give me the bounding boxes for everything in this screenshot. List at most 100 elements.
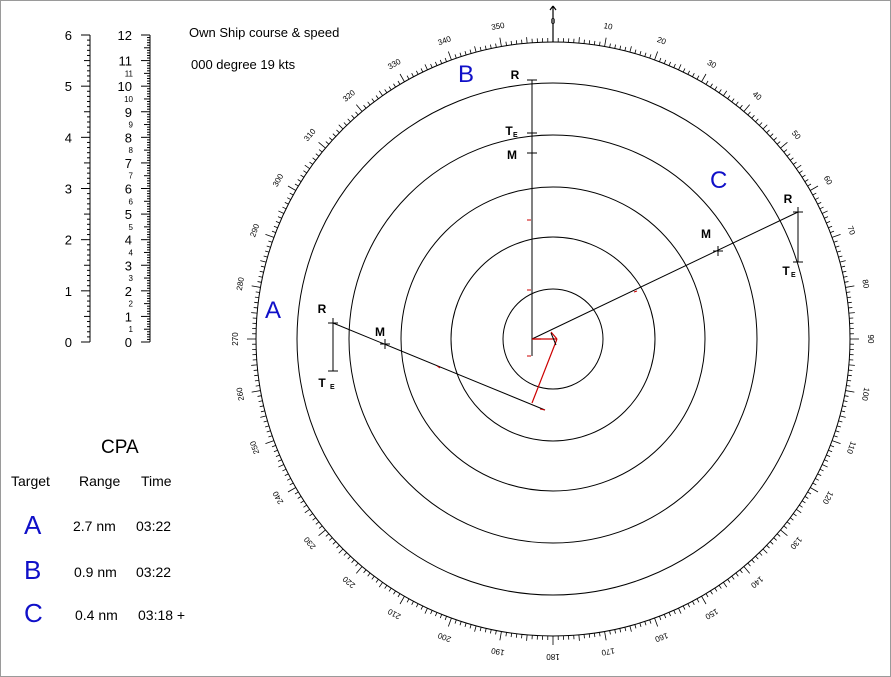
bearing-tick — [759, 122, 763, 126]
bearing-label: 70 — [845, 225, 857, 237]
bearing-tick — [356, 104, 363, 112]
bearing-tick — [692, 73, 695, 77]
bearing-tick — [265, 250, 270, 253]
cpa-range-b: 0.9 nm — [74, 564, 117, 580]
bearing-tick — [336, 545, 340, 549]
bearing-tick — [397, 80, 401, 85]
cpa-title: CPA — [101, 437, 139, 458]
bearing-tick — [304, 164, 310, 169]
range-ring — [296, 82, 810, 596]
bearing-tick — [830, 230, 835, 233]
bearing-tick — [604, 37, 607, 47]
bearing-tick — [759, 552, 763, 556]
bearing-tick — [619, 45, 622, 50]
bearing-tick — [464, 51, 467, 56]
left-scale-label: 0 — [65, 335, 72, 350]
bearing-tick — [831, 233, 841, 238]
bearing-tick — [835, 430, 840, 433]
bearing-tick — [783, 525, 788, 529]
bearing-tick — [727, 95, 731, 99]
target-b-te-label: T — [505, 124, 513, 138]
range-ring — [348, 134, 758, 544]
bearing-tick — [793, 161, 797, 165]
bearing-tick — [838, 255, 843, 258]
bearing-tick — [663, 59, 667, 64]
bearing-tick — [447, 617, 452, 627]
bearing-tick — [505, 632, 507, 637]
right-scale-minor-label: 4 — [129, 248, 134, 257]
bearing-tick — [624, 627, 627, 632]
bearing-tick — [258, 276, 263, 278]
target-a-te-sub: E — [330, 384, 335, 391]
bearing-tick — [275, 221, 280, 224]
bearing-tick — [265, 233, 275, 238]
bearing-tick — [639, 51, 642, 56]
bearing-tick — [727, 579, 731, 583]
bearing-tick — [287, 185, 296, 191]
bearing-tick — [495, 630, 497, 635]
bearing-tick — [817, 201, 822, 205]
bearing-tick — [836, 425, 841, 428]
bearing-tick — [309, 161, 313, 165]
bearing-label: 10 — [603, 21, 614, 32]
bearing-tick — [701, 73, 707, 82]
bearing-label: 90 — [866, 335, 875, 344]
bearing-tick — [255, 291, 260, 293]
cpa-target-a: A — [24, 510, 42, 540]
bearing-tick — [266, 430, 271, 433]
bearing-tick — [804, 496, 809, 499]
bearing-tick — [614, 629, 616, 634]
bearing-tick — [815, 197, 819, 200]
bearing-tick — [287, 478, 291, 481]
bearing-tick — [705, 593, 709, 598]
bearing-tick — [718, 585, 722, 589]
bearing-tick — [251, 312, 258, 314]
bearing-tick — [678, 64, 682, 70]
bearing-tick — [780, 529, 788, 536]
bearing-tick — [639, 622, 642, 627]
bearing-tick — [309, 513, 313, 517]
bearing-tick — [260, 410, 265, 413]
bearing-tick — [747, 562, 751, 567]
bearing-tick — [751, 115, 755, 119]
bearing-tick — [268, 240, 273, 243]
range-scale-left: 0 1 2 3 4 5 6 — [65, 28, 91, 350]
bearing-label: 270 — [231, 332, 240, 346]
heading-arrow-right — [552, 5, 557, 11]
bearing-tick — [318, 149, 323, 153]
bearing-tick — [265, 425, 270, 428]
bearing-tick — [735, 101, 739, 106]
bearing-tick — [624, 46, 627, 51]
bearing-tick — [678, 608, 682, 614]
bearing-tick — [484, 45, 487, 50]
bearing-tick — [847, 379, 852, 382]
bearing-tick — [343, 552, 347, 556]
bearing-tick — [439, 59, 443, 64]
bearing-tick — [393, 590, 396, 595]
bearing-tick — [384, 89, 388, 93]
right-scale-minor-label: 1 — [129, 325, 134, 334]
bearing-tick — [696, 598, 700, 603]
right-scale-minor-label: 11 — [125, 69, 134, 78]
bearing-tick — [271, 445, 276, 448]
bearing-tick — [799, 504, 803, 508]
bearing-label: 150 — [703, 607, 720, 622]
bearing-tick — [578, 37, 580, 44]
bearing-label: 320 — [341, 88, 357, 104]
bearing-tick — [743, 566, 750, 574]
bearing-label: 350 — [491, 21, 506, 32]
bearing-label: 310 — [302, 127, 318, 143]
cpa-time-b: 03:22 — [136, 564, 172, 580]
bearing-tick — [659, 57, 662, 62]
bearing-tick — [424, 608, 428, 614]
bearing-tick — [371, 575, 375, 580]
bearing-tick — [378, 582, 383, 588]
bearing-tick — [845, 390, 855, 393]
right-scale-minor-label: 3 — [129, 274, 134, 283]
bearing-tick — [415, 70, 419, 75]
heading-arrow-left — [549, 5, 554, 11]
bearing-tick — [817, 473, 822, 477]
bearing-tick — [355, 562, 359, 567]
bearing-tick — [841, 265, 846, 268]
bearing-tick — [318, 142, 326, 149]
